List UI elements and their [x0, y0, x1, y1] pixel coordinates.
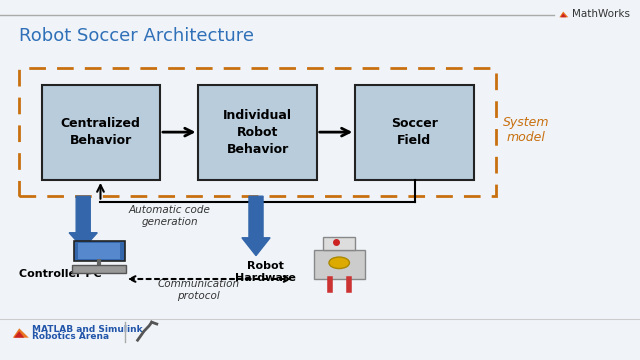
Text: Controller PC: Controller PC [19, 269, 102, 279]
FancyBboxPatch shape [42, 85, 160, 180]
Polygon shape [559, 12, 568, 17]
FancyBboxPatch shape [314, 250, 365, 279]
FancyBboxPatch shape [198, 85, 317, 180]
FancyBboxPatch shape [355, 85, 474, 180]
Text: Automatic code
generation: Automatic code generation [129, 205, 211, 227]
Text: MathWorks: MathWorks [572, 9, 630, 19]
Circle shape [329, 257, 349, 269]
FancyArrow shape [69, 196, 97, 248]
Text: Individual
Robot
Behavior: Individual Robot Behavior [223, 109, 292, 156]
FancyBboxPatch shape [323, 237, 355, 250]
FancyArrow shape [242, 196, 270, 256]
Polygon shape [561, 13, 566, 17]
FancyBboxPatch shape [72, 265, 126, 273]
Text: Robot Soccer Architecture: Robot Soccer Architecture [19, 27, 254, 45]
Text: Communication
protocol: Communication protocol [157, 279, 239, 301]
Polygon shape [14, 331, 24, 338]
Text: Soccer
Field: Soccer Field [391, 117, 438, 147]
Text: System
model: System model [503, 116, 549, 144]
FancyBboxPatch shape [74, 241, 125, 261]
Text: Robotics Arena: Robotics Arena [32, 332, 109, 341]
Text: MATLAB and Simulink: MATLAB and Simulink [32, 325, 143, 334]
FancyBboxPatch shape [78, 243, 120, 259]
Text: Centralized
Behavior: Centralized Behavior [61, 117, 141, 147]
Polygon shape [13, 328, 29, 338]
Text: Robot
Hardware: Robot Hardware [235, 261, 296, 283]
